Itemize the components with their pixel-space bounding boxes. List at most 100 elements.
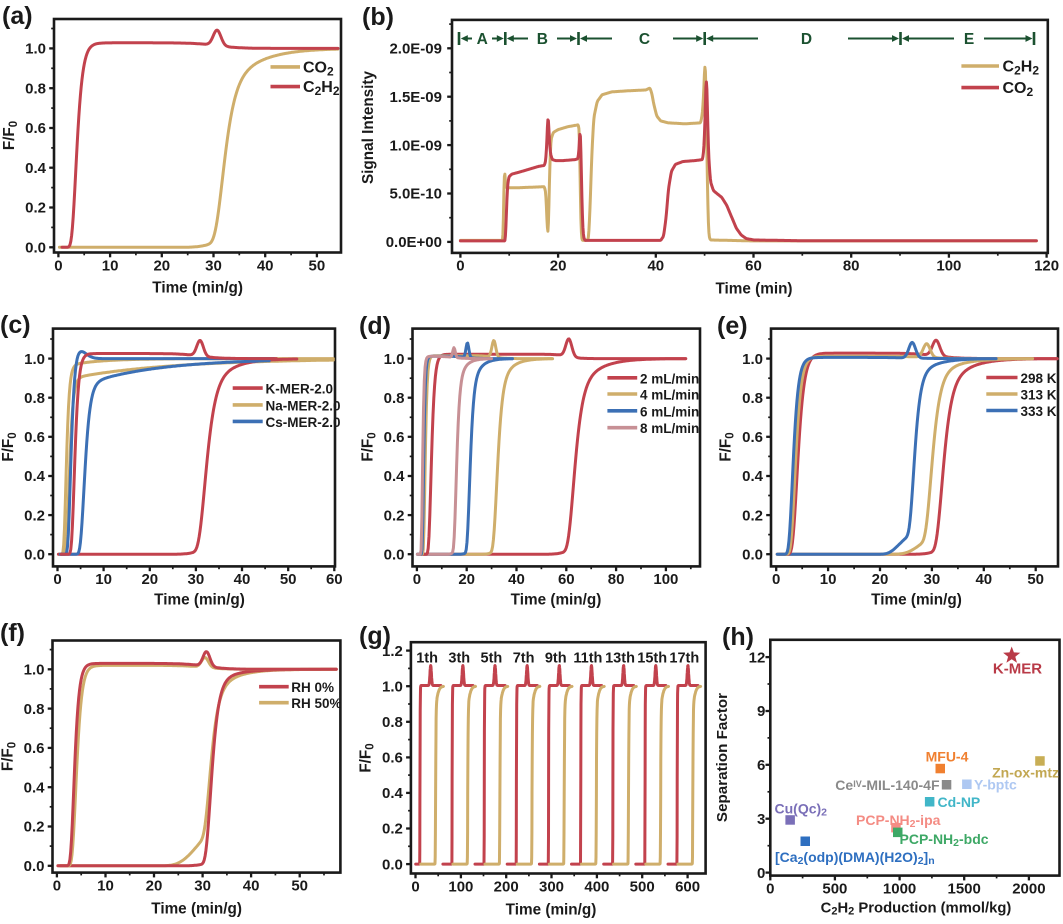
svg-text:F/F0: F/F0 [718, 432, 737, 461]
svg-text:Time (min/g): Time (min/g) [871, 592, 962, 609]
svg-text:0.6: 0.6 [25, 120, 46, 137]
svg-text:2.0E-09: 2.0E-09 [389, 41, 442, 58]
svg-text:E: E [964, 31, 974, 48]
svg-text:1.0: 1.0 [25, 41, 46, 58]
svg-text:298 K: 298 K [1021, 371, 1057, 386]
svg-text:0: 0 [413, 571, 421, 588]
svg-text:5.0E-10: 5.0E-10 [389, 186, 442, 203]
svg-text:F/F0: F/F0 [1, 121, 20, 150]
svg-text:20: 20 [458, 571, 475, 588]
svg-text:0: 0 [411, 878, 419, 895]
svg-text:5th: 5th [481, 651, 503, 667]
svg-text:600: 600 [675, 878, 700, 895]
svg-text:8 mL/min: 8 mL/min [640, 421, 699, 436]
svg-text:0.8: 0.8 [382, 714, 403, 731]
svg-text:0: 0 [757, 865, 765, 882]
svg-text:(g): (g) [359, 622, 391, 650]
svg-text:50: 50 [291, 877, 308, 894]
svg-text:K-MER: K-MER [993, 661, 1042, 678]
svg-text:13th: 13th [605, 651, 635, 667]
svg-text:0.0: 0.0 [384, 546, 405, 563]
svg-text:80: 80 [608, 571, 625, 588]
svg-text:0.0: 0.0 [382, 856, 403, 873]
svg-text:1.0: 1.0 [382, 678, 403, 695]
svg-text:Time (min/g): Time (min/g) [152, 280, 243, 297]
svg-text:Cs-MER-2.0: Cs-MER-2.0 [266, 415, 341, 430]
svg-text:CO2: CO2 [303, 59, 334, 78]
svg-text:(e): (e) [717, 312, 748, 340]
svg-text:0.4: 0.4 [25, 160, 47, 177]
svg-text:0: 0 [456, 257, 464, 274]
svg-text:0.0: 0.0 [24, 546, 45, 563]
svg-text:11th: 11th [573, 651, 602, 667]
svg-text:0.0E+00: 0.0E+00 [386, 234, 442, 251]
svg-text:7th: 7th [513, 651, 535, 667]
svg-text:F/F0: F/F0 [360, 432, 379, 461]
svg-text:RH 0%: RH 0% [291, 680, 334, 695]
svg-text:2 mL/min: 2 mL/min [640, 371, 699, 386]
svg-text:Time (min/g): Time (min/g) [154, 592, 245, 609]
svg-text:20: 20 [141, 571, 158, 588]
svg-text:F/F0: F/F0 [0, 432, 19, 461]
svg-text:(d): (d) [359, 312, 391, 340]
svg-text:1.0: 1.0 [384, 351, 405, 368]
svg-text:10: 10 [102, 257, 119, 274]
svg-text:1.0: 1.0 [24, 662, 45, 679]
svg-text:0.6: 0.6 [24, 429, 45, 446]
svg-text:C: C [639, 31, 650, 48]
svg-text:500: 500 [630, 878, 655, 895]
svg-text:C2H2 Production (mmol/kg): C2H2 Production (mmol/kg) [821, 901, 1012, 918]
svg-text:300: 300 [539, 878, 564, 895]
svg-text:Time (min/g): Time (min/g) [151, 901, 242, 918]
svg-text:15th: 15th [637, 651, 667, 667]
svg-text:Y-bptc: Y-bptc [974, 777, 1017, 793]
svg-text:0: 0 [766, 881, 774, 898]
svg-text:40: 40 [243, 877, 260, 894]
svg-text:100: 100 [936, 257, 961, 274]
svg-text:20: 20 [550, 257, 567, 274]
svg-text:500: 500 [822, 881, 847, 898]
svg-text:333 K: 333 K [1021, 404, 1057, 419]
svg-text:30: 30 [188, 571, 205, 588]
svg-text:0: 0 [53, 571, 61, 588]
svg-text:0.8: 0.8 [384, 390, 405, 407]
svg-text:20: 20 [146, 877, 163, 894]
svg-text:0: 0 [772, 571, 780, 588]
svg-text:0.6: 0.6 [24, 740, 45, 757]
svg-text:80: 80 [843, 257, 860, 274]
svg-text:200: 200 [494, 878, 519, 895]
svg-text:C2H2: C2H2 [303, 79, 340, 98]
svg-text:0.6: 0.6 [742, 429, 763, 446]
svg-text:9: 9 [757, 703, 765, 720]
svg-text:CO2: CO2 [1003, 80, 1034, 99]
svg-text:10: 10 [95, 571, 112, 588]
svg-text:MFU-4: MFU-4 [926, 749, 969, 765]
svg-text:0.2: 0.2 [382, 821, 403, 838]
svg-text:2000: 2000 [1012, 881, 1045, 898]
svg-text:Time (min/g): Time (min/g) [511, 592, 602, 609]
svg-text:0.8: 0.8 [24, 701, 45, 718]
svg-text:0.2: 0.2 [742, 507, 763, 524]
svg-text:10: 10 [97, 877, 114, 894]
svg-text:0.4: 0.4 [382, 785, 404, 802]
svg-text:1.2: 1.2 [382, 643, 403, 660]
svg-text:30: 30 [924, 571, 941, 588]
svg-text:40: 40 [234, 571, 251, 588]
svg-text:F/F0: F/F0 [358, 743, 377, 772]
svg-text:K-MER-2.0: K-MER-2.0 [266, 382, 334, 397]
svg-text:0: 0 [54, 257, 62, 274]
svg-text:0.8: 0.8 [742, 390, 763, 407]
svg-text:0.2: 0.2 [384, 507, 405, 524]
svg-text:0.0: 0.0 [24, 858, 45, 875]
svg-text:60: 60 [326, 571, 343, 588]
svg-text:PCP-NH2-bdc: PCP-NH2-bdc [900, 831, 989, 849]
svg-text:17th: 17th [669, 651, 699, 667]
svg-text:A: A [477, 31, 488, 48]
svg-text:0.4: 0.4 [742, 468, 764, 485]
svg-text:(c): (c) [0, 311, 31, 339]
svg-text:1th: 1th [416, 651, 438, 667]
svg-text:0.2: 0.2 [24, 507, 45, 524]
svg-text:60: 60 [558, 571, 575, 588]
svg-text:1500: 1500 [948, 881, 981, 898]
svg-text:0.2: 0.2 [25, 200, 46, 217]
